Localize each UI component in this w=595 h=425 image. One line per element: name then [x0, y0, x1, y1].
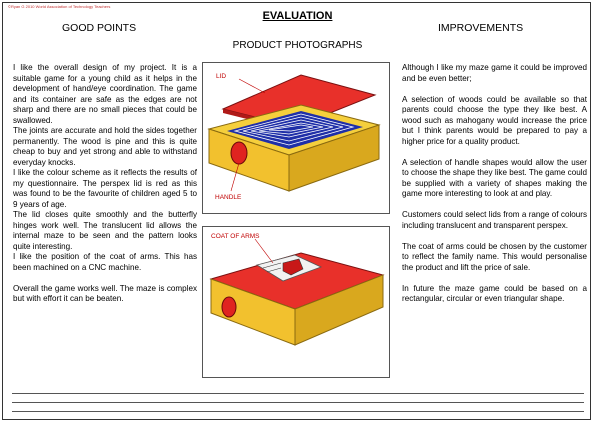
lid-label: LID: [216, 73, 227, 80]
footer-rule: [12, 411, 584, 412]
improvement-paragraph: In future the maze game could be based o…: [402, 283, 587, 304]
improvements-heading: IMPROVEMENTS: [438, 22, 524, 34]
improvement-paragraph: The coat of arms could be chosen by the …: [402, 241, 587, 272]
good-point-paragraph: The lid closes quite smoothly and the bu…: [13, 210, 197, 251]
improvement-paragraph: A selection of handle shapes would allow…: [402, 157, 587, 199]
good-point-paragraph: Overall the game works well. The maze is…: [13, 283, 197, 304]
page-frame: [2, 2, 591, 420]
product-photo-closed-lid: COAT OF ARMS: [202, 226, 390, 378]
improvement-paragraph: A selection of woods could be available …: [402, 94, 587, 146]
good-point-paragraph: The joints are accurate and hold the sid…: [13, 126, 197, 167]
footer-rule: [12, 393, 584, 394]
footer-rule: [12, 402, 584, 403]
good-points-text: I like the overall design of my project.…: [13, 63, 197, 305]
good-points-heading: GOOD POINTS: [62, 22, 137, 34]
improvements-text: Although I like my maze game it could be…: [402, 63, 587, 315]
good-point-paragraph: I like the colour scheme as it reflects …: [13, 168, 197, 209]
good-point-paragraph: I like the overall design of my project.…: [13, 63, 197, 125]
page-title: EVALUATION: [262, 10, 333, 22]
product-photo-open-lid: LID HANDLE: [202, 62, 390, 214]
maze-box-closed-illustration: [209, 238, 385, 346]
product-photographs-heading: PRODUCT PHOTOGRAPHS: [232, 40, 363, 51]
improvement-paragraph: Customers could select lids from a range…: [402, 210, 587, 230]
copyright-notice: ©Ryan G 2010 World Association of Techno…: [8, 4, 111, 9]
good-point-paragraph: I like the position of the coat of arms.…: [13, 252, 197, 272]
coat-of-arms-label: COAT OF ARMS: [211, 233, 260, 240]
maze-box-open-illustration: [207, 74, 381, 192]
handle-label: HANDLE: [215, 194, 242, 201]
improvement-paragraph: Although I like my maze game it could be…: [402, 63, 587, 83]
